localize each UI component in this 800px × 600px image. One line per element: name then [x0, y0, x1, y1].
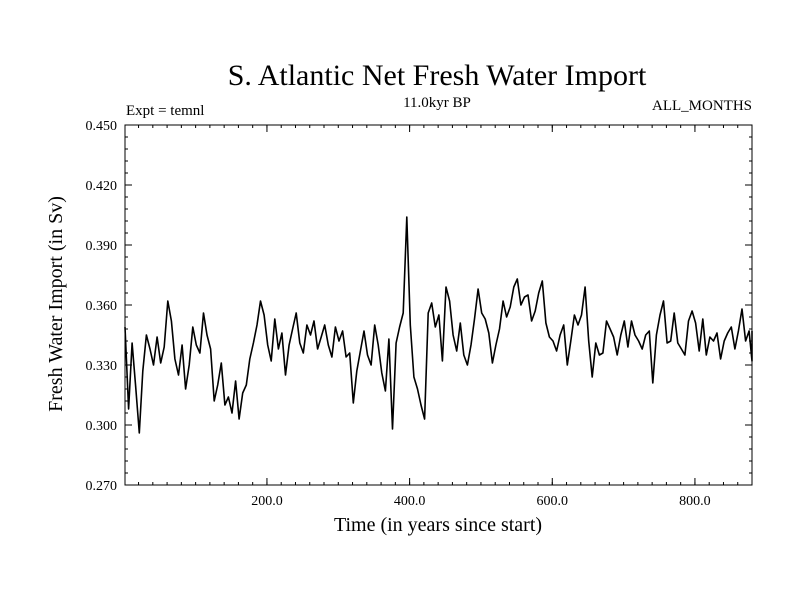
months-label: ALL_MONTHS	[652, 98, 752, 114]
y-tick-label: 0.330	[86, 359, 118, 374]
x-axis: 200.0 400.0 600.0 800.0	[138, 125, 739, 509]
experiment-label: Expt = temnl	[126, 103, 204, 119]
chart-title: S. Atlantic Net Fresh Water Import	[228, 59, 647, 92]
y-tick-label: 0.270	[86, 479, 118, 494]
y-tick-label: 0.420	[86, 179, 118, 194]
y-axis: 0.270 0.300 0.330 0.360 0.390 0.420 0.450	[86, 119, 752, 494]
y-tick-label: 0.300	[86, 419, 118, 434]
x-tick-label: 400.0	[394, 494, 426, 509]
x-tick-label: 600.0	[537, 494, 569, 509]
x-tick-label: 800.0	[679, 494, 711, 509]
x-axis-label: Time (in years since start)	[334, 514, 542, 536]
y-tick-label: 0.450	[86, 119, 118, 134]
y-tick-label: 0.360	[86, 299, 118, 314]
fresh-water-import-series	[124, 216, 753, 434]
x-tick-label: 200.0	[251, 494, 283, 509]
plot-frame	[124, 124, 753, 486]
y-axis-label: Fresh Water Import (in Sv)	[45, 196, 67, 412]
period-label: 11.0kyr BP	[403, 95, 471, 111]
y-tick-label: 0.390	[86, 239, 118, 254]
